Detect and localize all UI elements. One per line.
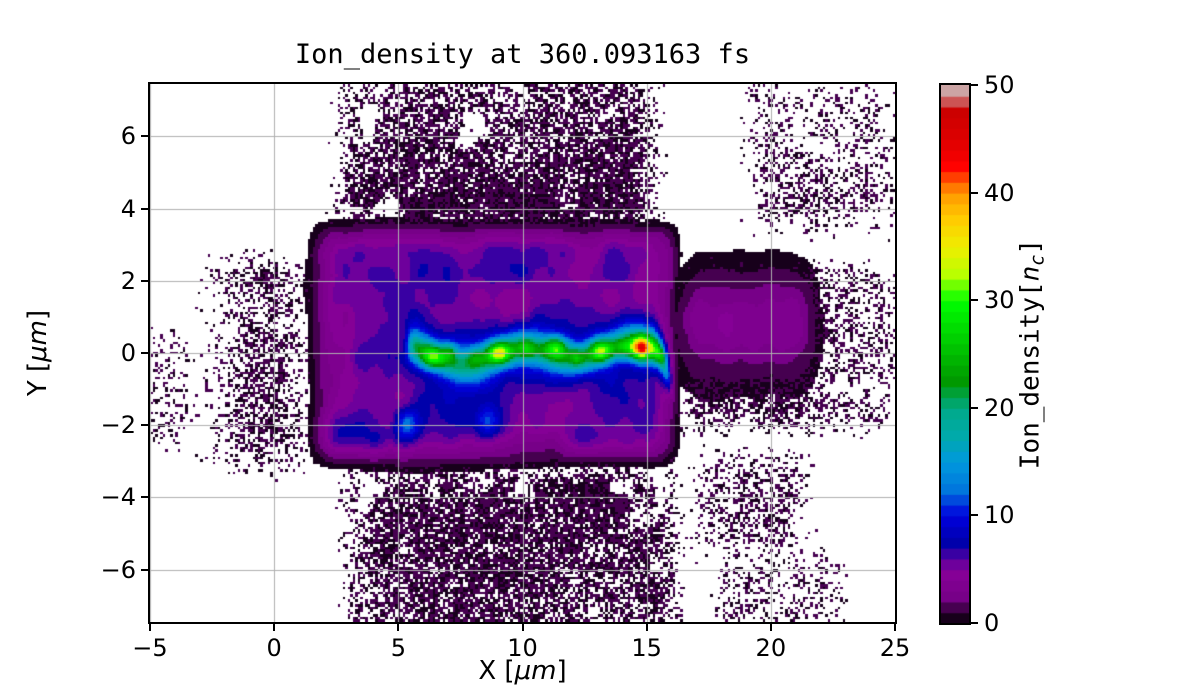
colorbar-tick-mark: [971, 299, 978, 302]
y-tick-label: −2: [100, 411, 136, 440]
y-tick-label: 4: [120, 194, 136, 223]
y-tick-mark: [141, 568, 148, 571]
x-tick-mark: [894, 624, 896, 631]
colorbar-tick-mark: [971, 406, 978, 409]
x-tick-label: −5: [132, 634, 168, 662]
y-tick-label: −6: [100, 555, 136, 584]
x-tick-label: 15: [631, 634, 662, 662]
y-tick-label: 2: [120, 266, 136, 295]
x-axis-label: X [μm]: [150, 656, 895, 686]
y-tick-mark: [141, 135, 148, 138]
x-axis-label-prefix: X [: [478, 656, 515, 686]
colorbar-tick-label: 40: [984, 178, 1015, 207]
y-tick-mark: [141, 352, 148, 354]
colorbar-tick-label: 10: [984, 501, 1015, 530]
colorbar-tick-label: 30: [984, 286, 1015, 315]
y-axis-label: Y [μm]: [23, 310, 53, 396]
heatmap-canvas: [150, 84, 895, 622]
x-tick-label: 20: [755, 634, 787, 662]
x-axis-unit: μm: [514, 656, 557, 686]
colorbar-tick-label: 0: [984, 609, 1000, 637]
x-tick-label: 0: [266, 634, 282, 662]
y-tick-label: 0: [120, 339, 136, 367]
x-tick-mark: [769, 624, 772, 631]
x-tick-label: 25: [879, 634, 911, 662]
y-axis-unit: μm: [23, 319, 53, 362]
colorbar-tick-mark: [971, 191, 978, 194]
colorbar-label-prefix: Ion_density[: [1015, 281, 1046, 470]
colorbar-label-var: n: [1015, 265, 1046, 282]
colorbar-label-suffix: ]: [1015, 238, 1046, 255]
colorbar-canvas: [941, 85, 969, 623]
x-tick-label: 10: [507, 634, 538, 662]
chart-title: Ion_density at 360.093163 fs: [294, 39, 751, 70]
y-tick-mark: [141, 496, 148, 499]
x-tick-mark: [149, 624, 151, 631]
colorbar-tick-mark: [971, 622, 978, 624]
colorbar-tick-label: 20: [984, 393, 1015, 422]
colorbar-label-sub: c: [1027, 254, 1049, 266]
y-tick-mark: [141, 279, 148, 282]
plot-frame: [148, 82, 897, 624]
y-tick-mark: [141, 424, 148, 427]
x-tick-mark: [397, 624, 400, 631]
colorbar-tick-label: 50: [984, 71, 1015, 99]
y-tick-label: 6: [120, 122, 136, 151]
x-tick-mark: [273, 624, 276, 631]
y-axis-label-prefix: Y [: [23, 361, 53, 397]
colorbar-frame: [939, 83, 971, 625]
colorbar-tick-mark: [971, 84, 978, 86]
colorbar-label: Ion_density[nc]: [1015, 239, 1048, 469]
colorbar-tick-mark: [971, 514, 978, 517]
y-tick-mark: [141, 207, 148, 210]
x-tick-mark: [521, 624, 524, 631]
y-axis-label-suffix: ]: [23, 309, 53, 320]
x-tick-mark: [645, 624, 648, 631]
y-tick-label: −4: [100, 483, 136, 512]
x-axis-label-suffix: ]: [556, 656, 567, 686]
x-tick-label: 5: [390, 634, 406, 662]
